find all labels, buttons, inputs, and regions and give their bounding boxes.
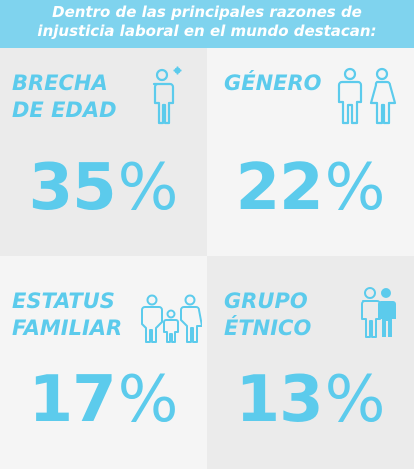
stat-number: 17 xyxy=(28,363,117,437)
card-family-status: ESTATUS FAMILIAR 17% xyxy=(0,256,207,469)
stat-percent-sign: % xyxy=(117,363,179,437)
card-label-line: ESTATUS xyxy=(12,289,115,313)
stat-value: 35% xyxy=(0,156,207,220)
card-label-line: BRECHA xyxy=(12,71,108,95)
card-label-line: ÉTNICO xyxy=(224,316,312,340)
two-people-icon xyxy=(359,286,399,340)
stat-value: 13% xyxy=(207,368,414,432)
stat-percent-sign: % xyxy=(117,151,179,225)
stat-value: 17% xyxy=(0,368,207,432)
stat-number: 13 xyxy=(235,363,324,437)
card-label-line: GÉNERO xyxy=(224,71,322,95)
stat-number: 35 xyxy=(28,151,117,225)
stat-percent-sign: % xyxy=(324,151,386,225)
man-woman-icon xyxy=(335,66,399,126)
card-ethnic-group: GRUPO ÉTNICO 13% xyxy=(207,256,414,469)
card-gender: GÉNERO 22% xyxy=(207,48,414,256)
family-icon xyxy=(140,294,202,344)
card-label-line: FAMILIAR xyxy=(12,316,123,340)
header-line-2: injusticia laboral en el mundo destacan: xyxy=(37,22,377,40)
card-label: ESTATUS FAMILIAR xyxy=(12,288,122,342)
elderly-person-icon xyxy=(145,66,187,126)
stat-number: 22 xyxy=(235,151,324,225)
card-label: GRUPO ÉTNICO xyxy=(224,288,311,342)
stat-value: 22% xyxy=(207,156,414,220)
card-label: GÉNERO xyxy=(224,70,322,97)
header-banner: Dentro de las principales razones de inj… xyxy=(0,0,414,48)
stat-percent-sign: % xyxy=(324,363,386,437)
header-line-1: Dentro de las principales razones de xyxy=(52,3,362,21)
card-label-line: DE EDAD xyxy=(12,98,117,122)
card-label: BRECHA DE EDAD xyxy=(12,70,117,124)
card-label-line: GRUPO xyxy=(224,289,308,313)
card-age-gap: BRECHA DE EDAD 35% xyxy=(0,48,207,256)
